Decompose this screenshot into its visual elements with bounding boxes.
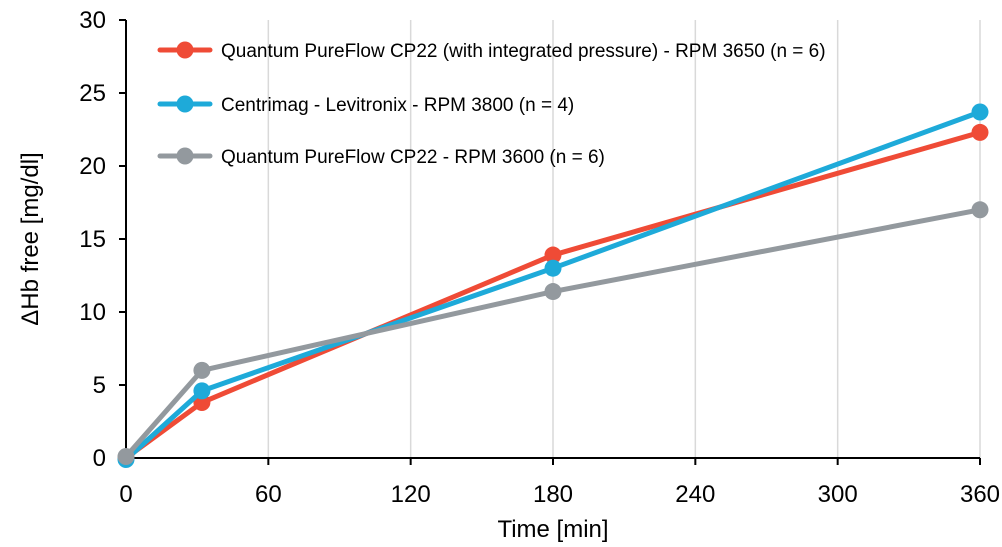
legend-swatch-marker: [176, 147, 194, 165]
y-tick-label: 5: [93, 372, 106, 399]
series-line: [123, 207, 983, 460]
legend-label: Quantum PureFlow CP22 - RPM 3600 (n = 6): [221, 147, 605, 168]
y-tick-label: 25: [79, 80, 106, 107]
y-tick-label: 15: [79, 226, 106, 253]
data-point: [193, 394, 211, 412]
x-tick-label: 0: [119, 481, 132, 508]
x-tick-label: 60: [255, 481, 282, 508]
x-tick-label: 180: [533, 481, 573, 508]
legend-swatch-marker: [176, 95, 194, 113]
data-point: [117, 448, 135, 466]
x-tick-label: 240: [675, 481, 715, 508]
y-tick-labels: 0 5 10 15 20 25 30: [79, 7, 126, 472]
legend-swatch-marker: [176, 41, 194, 59]
y-tick-label: 10: [79, 299, 106, 326]
y-tick-label: 0: [93, 445, 106, 472]
legend: Quantum PureFlow CP22 (with integrated p…: [157, 41, 826, 168]
y-axis-title: ΔHb free [mg/dl]: [17, 152, 44, 325]
y-tick-label: 20: [79, 153, 106, 180]
data-point: [193, 361, 211, 379]
legend-label: Quantum PureFlow CP22 (with integrated p…: [221, 41, 826, 62]
grid-lines: [267, 20, 981, 458]
x-tick-label: 300: [818, 481, 858, 508]
data-point: [971, 123, 989, 141]
legend-item: Quantum PureFlow CP22 (with integrated p…: [157, 41, 826, 62]
series-layer: [117, 103, 989, 468]
x-tick-labels: 0 60 120 180 240 300 360: [119, 458, 1000, 508]
data-point: [544, 246, 562, 264]
legend-label: Centrimag - Levitronix - RPM 3800 (n = 4…: [221, 95, 574, 116]
series-3: [117, 201, 989, 466]
data-point: [544, 283, 562, 301]
data-point: [971, 103, 989, 121]
x-axis-title: Time [min]: [497, 516, 608, 543]
data-point: [193, 382, 211, 400]
x-tick-label: 360: [960, 481, 1000, 508]
y-tick-label: 30: [79, 7, 106, 34]
x-tick-label: 120: [391, 481, 431, 508]
data-point: [544, 259, 562, 277]
legend-item: Centrimag - Levitronix - RPM 3800 (n = 4…: [157, 95, 574, 116]
legend-item: Quantum PureFlow CP22 - RPM 3600 (n = 6): [157, 147, 605, 168]
data-point: [971, 201, 989, 219]
